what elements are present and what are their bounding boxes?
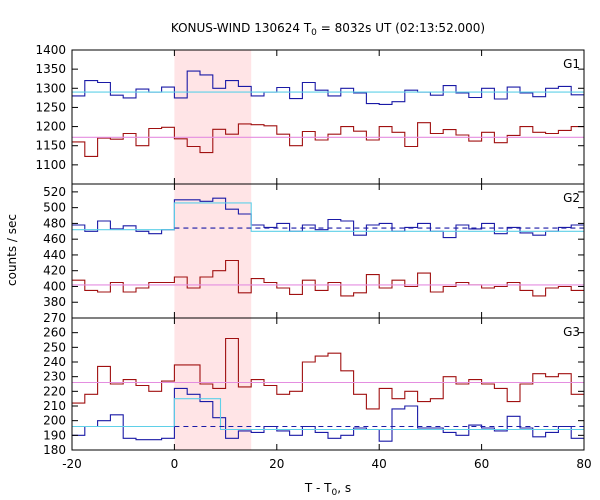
y-tick-label: 220 [43, 384, 66, 398]
y-tick-label: 1200 [35, 120, 66, 134]
x-tick-label: 60 [474, 457, 489, 471]
y-tick-label: 1400 [35, 43, 66, 57]
series-g2-cyan-2 [72, 202, 584, 232]
panel-g1: 1100 1150 1200 1250 1300 1350 1400 G1 [35, 43, 585, 185]
y-tick-label: 1100 [35, 158, 66, 172]
y-tick-label: 230 [43, 370, 66, 384]
y-tick-label: 1350 [35, 62, 66, 76]
panel-label: G1 [563, 57, 580, 71]
y-tick-label: 200 [43, 414, 66, 428]
series-g1-red-1 [72, 122, 584, 157]
x-axis-title: T - T0, s [304, 481, 351, 498]
y-tick-label: 380 [43, 295, 66, 309]
y-tick-label: 460 [43, 232, 66, 246]
y-tick-label: 520 [43, 185, 66, 199]
y-tick-label: 1150 [35, 139, 66, 153]
plot-layer: 1100115012001250130013501400G13804004204… [35, 43, 591, 471]
panel-frame [71, 183, 585, 319]
y-tick-label: 240 [43, 355, 66, 369]
y-tick-label: 480 [43, 216, 66, 230]
y-tick-label: 1250 [35, 100, 66, 114]
series-g2-blue-0 [72, 197, 584, 239]
panel-label: G3 [563, 325, 580, 339]
y-tick-label: 420 [43, 264, 66, 278]
series-g3-red-0 [72, 337, 584, 410]
series-g3-cyan-2 [72, 398, 584, 431]
y-tick-label: 440 [43, 248, 66, 262]
panel-frame [71, 317, 585, 451]
chart-title: KONUS-WIND 130624 T0 = 8032s UT (02:13:5… [171, 21, 485, 38]
x-tick-label: 80 [576, 457, 591, 471]
y-tick-label: 1300 [35, 81, 66, 95]
y-tick-label: 210 [43, 399, 66, 413]
series-g1-blue-0 [72, 70, 584, 105]
panel-frame [71, 49, 585, 185]
y-tick-label: 270 [43, 311, 66, 325]
x-tick-label: -20 [62, 457, 82, 471]
y-axis-title: counts / sec [5, 214, 19, 286]
y-tick-label: 400 [43, 279, 66, 293]
y-tick-label: 260 [43, 326, 66, 340]
panel-label: G2 [563, 191, 580, 205]
series-g3-blue-1 [72, 387, 584, 442]
x-tick-label: 20 [269, 457, 284, 471]
x-tick-label: 40 [372, 457, 387, 471]
y-tick-label: 500 [43, 201, 66, 215]
y-tick-label: 250 [43, 340, 66, 354]
x-tick-label: 0 [171, 457, 179, 471]
y-tick-label: 180 [43, 443, 66, 457]
highlight-band [174, 50, 252, 450]
series-g2-red-1 [72, 259, 584, 297]
y-tick-label: 190 [43, 428, 66, 442]
